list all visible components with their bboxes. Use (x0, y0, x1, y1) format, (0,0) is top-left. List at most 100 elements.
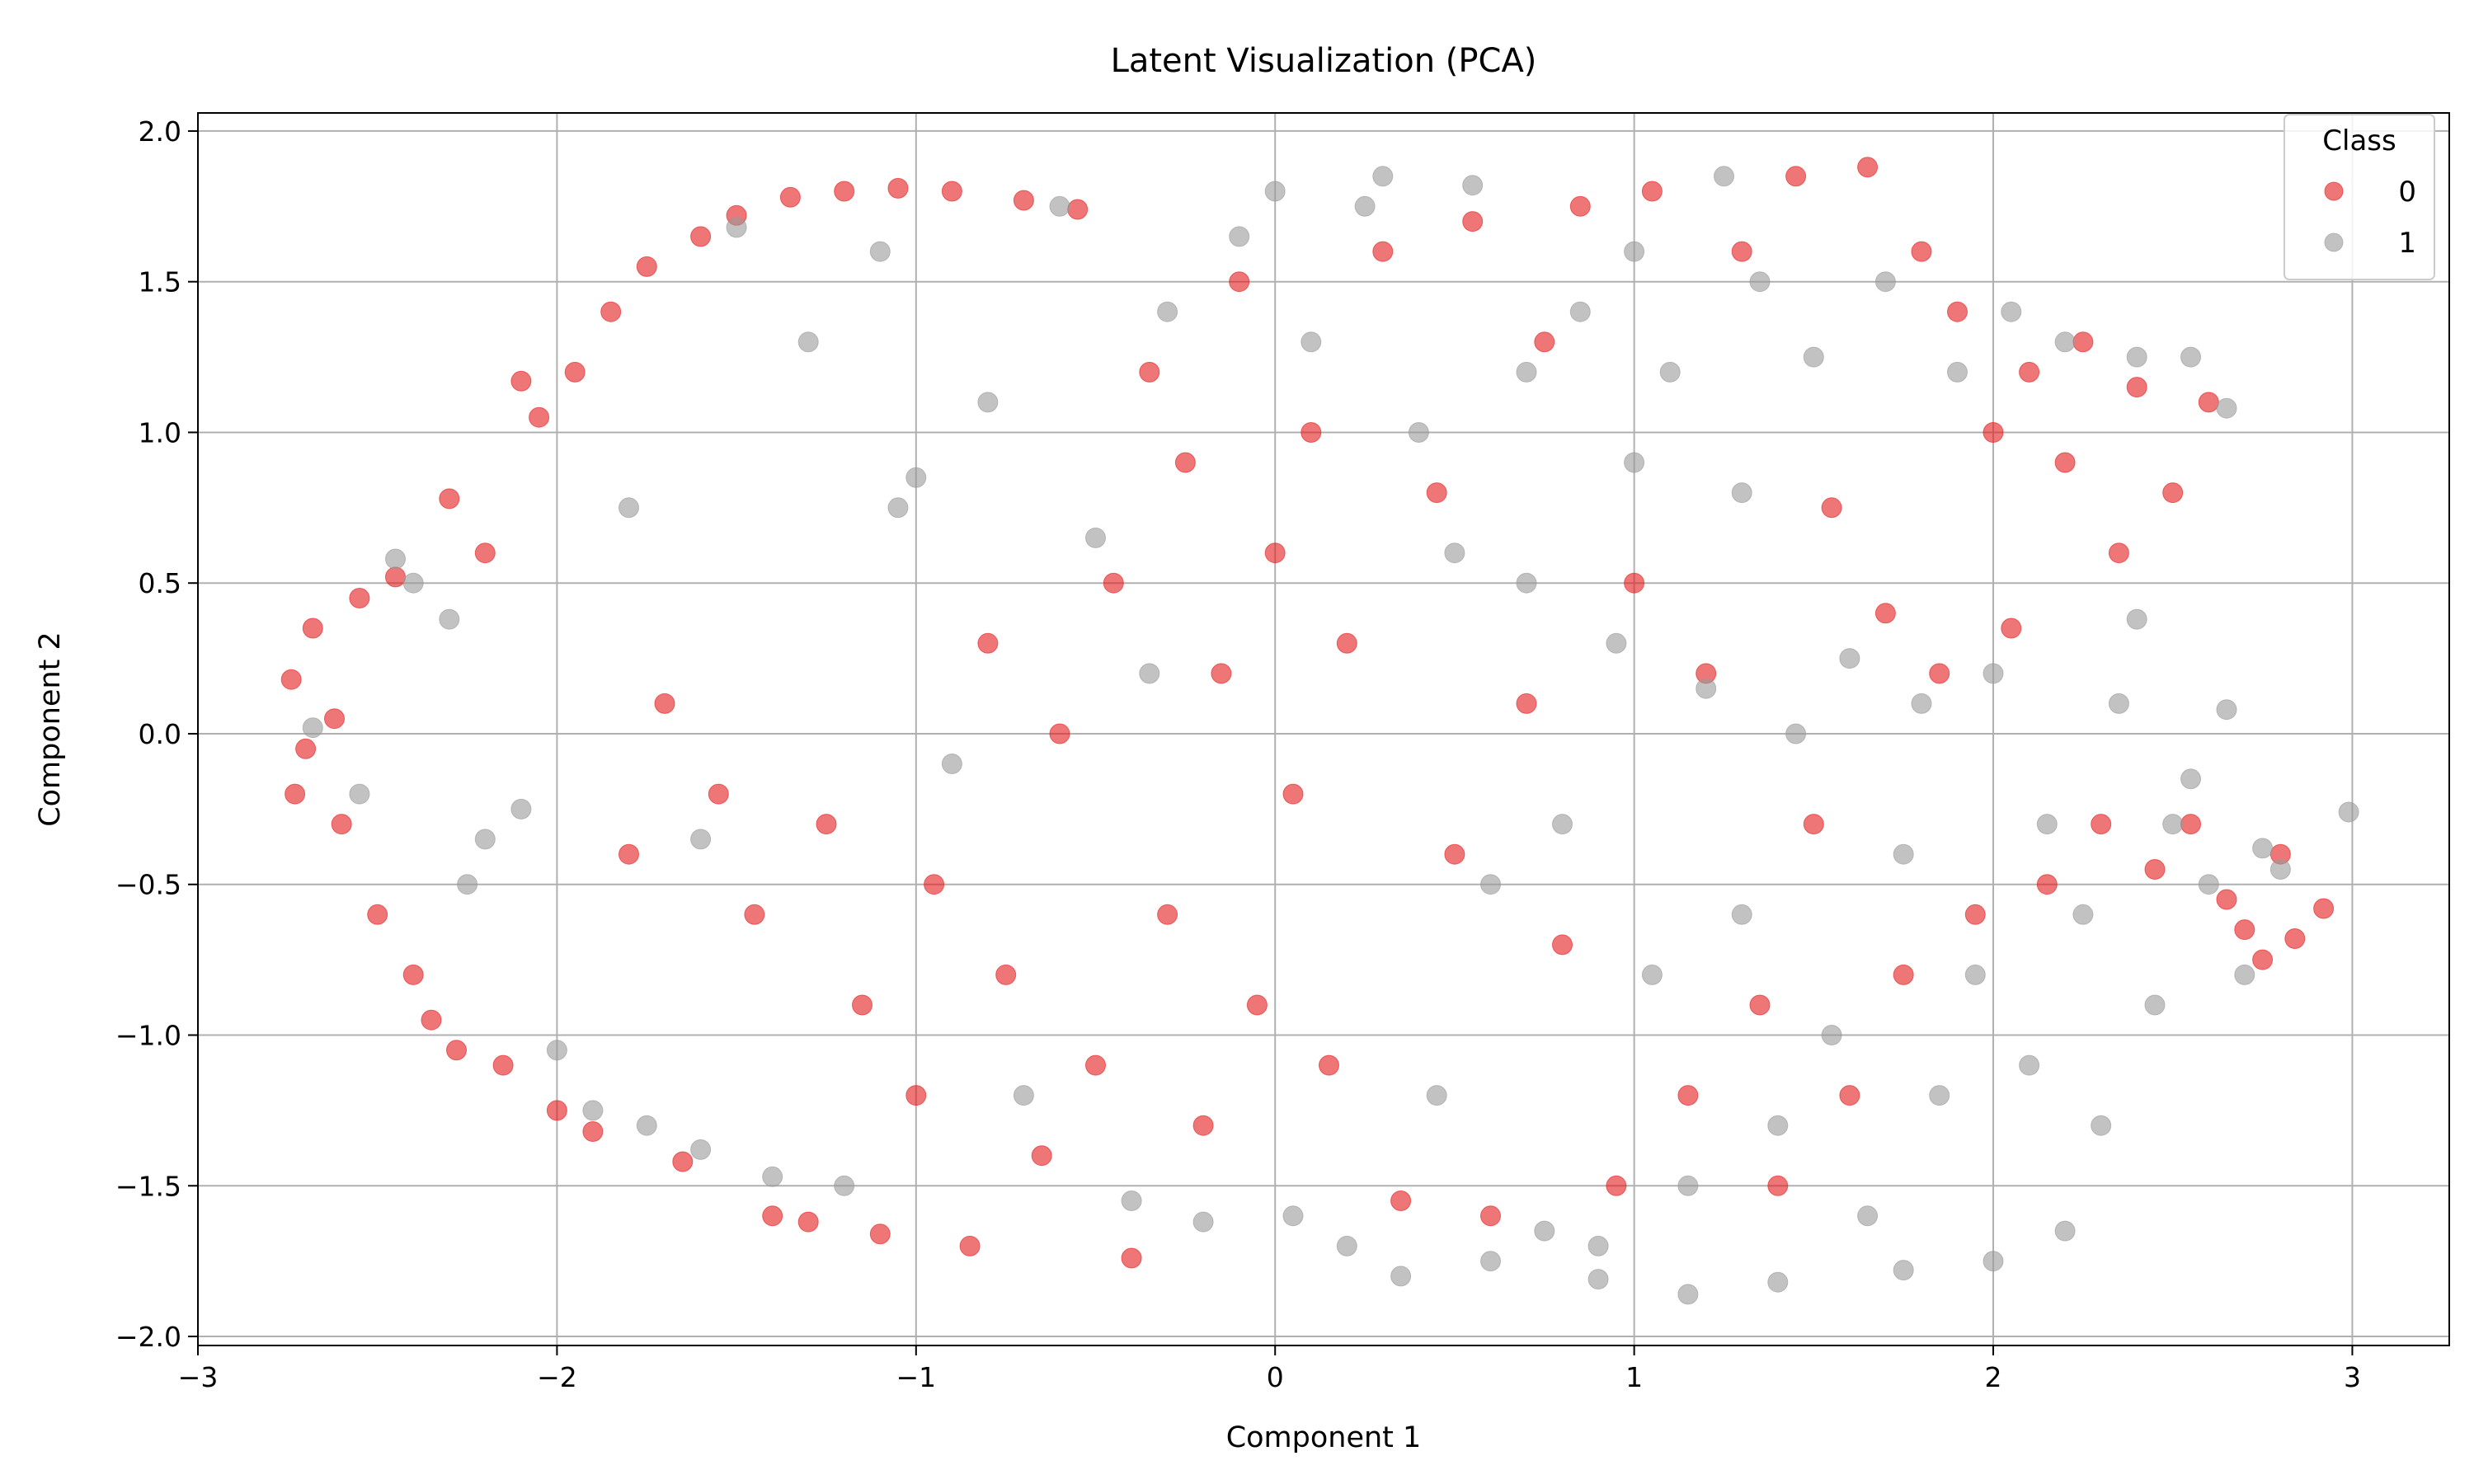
scatter-point-class-0 (1103, 572, 1124, 594)
scatter-point-class-0 (1947, 301, 1968, 322)
scatter-point-class-0 (446, 1040, 467, 1061)
scatter-point-class-1 (2338, 801, 2359, 823)
scatter-point-class-1 (762, 1166, 783, 1187)
y-tick-label: −0.5 (115, 869, 181, 901)
scatter-point-class-1 (1534, 1220, 1555, 1242)
scatter-point-class-1 (1624, 241, 1645, 262)
scatter-point-class-0 (977, 632, 999, 654)
scatter-point-class-1 (1731, 482, 1752, 504)
legend-marker-class-1 (2324, 232, 2344, 252)
scatter-point-class-1 (2269, 859, 2291, 880)
scatter-point-class-0 (1606, 1175, 1627, 1196)
scatter-point-class-1 (1264, 181, 1286, 202)
scatter-point-class-1 (1982, 663, 2004, 684)
scatter-point-class-1 (1947, 361, 1968, 383)
scatter-point-class-1 (2108, 693, 2129, 714)
scatter-point-class-0 (2019, 361, 2040, 383)
scatter-point-class-1 (977, 392, 999, 413)
scatter-point-class-0 (762, 1205, 783, 1227)
scatter-point-class-0 (2162, 482, 2184, 504)
scatter-point-class-1 (905, 467, 927, 488)
scatter-point-class-0 (1767, 1175, 1789, 1196)
scatter-point-class-1 (1372, 166, 1394, 187)
scatter-point-class-1 (1516, 572, 1537, 594)
scatter-point-class-0 (1246, 994, 1268, 1016)
scatter-point-class-0 (1121, 1247, 1142, 1269)
scatter-point-class-1 (2054, 331, 2076, 353)
scatter-point-class-1 (2144, 994, 2166, 1016)
scatter-point-class-0 (1211, 663, 1232, 684)
scatter-point-class-0 (1444, 843, 1465, 865)
scatter-point-class-1 (1785, 723, 1807, 744)
scatter-point-class-0 (2126, 377, 2147, 398)
scatter-point-class-1 (2054, 1220, 2076, 1242)
scatter-point-class-0 (1552, 934, 1573, 956)
scatter-point-class-0 (797, 1211, 819, 1233)
scatter-point-class-0 (529, 406, 550, 428)
scatter-point-class-0 (2234, 919, 2255, 941)
scatter-point-class-1 (1659, 361, 1681, 383)
scatter-point-class-0 (672, 1151, 694, 1172)
grid-lines (197, 113, 2449, 1345)
legend-label-class-0: 0 (2398, 176, 2416, 209)
scatter-point-class-1 (1677, 1175, 1699, 1196)
scatter-point-class-1 (941, 754, 962, 774)
scatter-point-class-0 (324, 708, 345, 730)
scatter-point-class-0 (1319, 1054, 1339, 1076)
scatter-point-class-1 (1893, 1260, 1914, 1281)
scatter-point-class-0 (1749, 994, 1771, 1016)
scatter-point-class-1 (1803, 346, 1824, 368)
y-tick-label: 1.0 (139, 416, 181, 448)
scatter-point-class-0 (941, 181, 962, 202)
scatter-point-class-0 (654, 693, 675, 714)
scatter-point-class-1 (1085, 527, 1106, 548)
scatter-point-class-1 (1569, 301, 1591, 322)
chart-title: Latent Visualization (PCA) (1111, 42, 1537, 80)
scatter-point-class-1 (869, 241, 891, 262)
y-axis-label: Component 2 (34, 632, 67, 827)
scatter-point-class-1 (474, 829, 496, 850)
scatter-point-class-1 (1696, 678, 1717, 699)
scatter-point-class-0 (834, 181, 855, 202)
scatter-point-class-0 (1067, 199, 1089, 220)
scatter-point-class-0 (1534, 331, 1555, 353)
scatter-point-class-1 (302, 717, 323, 739)
scatter-point-class-0 (421, 1009, 442, 1031)
x-tick-label: −2 (537, 1361, 577, 1393)
scatter-point-class-0 (1372, 241, 1394, 262)
scatter-point-class-1 (1929, 1085, 1950, 1106)
scatter-point-class-0 (1785, 166, 1807, 187)
scatter-point-class-0 (1803, 814, 1824, 835)
scatter-point-class-1 (1857, 1205, 1879, 1227)
scatter-point-class-0 (852, 994, 872, 1016)
scatter-point-class-0 (1839, 1085, 1860, 1106)
scatter-point-class-0 (1157, 904, 1178, 925)
scatter-point-class-1 (1516, 361, 1537, 383)
scatter-point-class-1 (1606, 632, 1627, 654)
x-tick-label: 3 (2344, 1361, 2361, 1393)
y-tick-label: 0.0 (139, 718, 181, 750)
scatter-point-class-1 (1480, 874, 1501, 895)
scatter-point-class-0 (1426, 482, 1447, 504)
scatter-point-class-0 (959, 1235, 981, 1256)
scatter-point-class-1 (457, 874, 478, 895)
scatter-point-class-0 (582, 1121, 604, 1142)
scatter-point-class-0 (618, 843, 639, 865)
scatter-point-class-0 (600, 301, 622, 322)
scatter-point-class-0 (2144, 859, 2166, 880)
scatter-point-class-1 (797, 331, 819, 353)
scatter-point-class-1 (2180, 768, 2201, 790)
scatter-point-class-1 (2180, 346, 2201, 368)
scatter-point-class-1 (1714, 166, 1734, 187)
y-tick-label: −1.0 (115, 1020, 181, 1052)
scatter-point-class-1 (1641, 964, 1663, 985)
scatter-point-class-0 (1911, 241, 1932, 262)
y-tick-label: −2.0 (115, 1321, 181, 1353)
scatter-point-class-0 (1982, 422, 2004, 443)
scatter-point-class-0 (439, 488, 460, 510)
scatter-point-class-1 (1893, 843, 1914, 865)
scatter-point-class-1 (1229, 226, 1250, 247)
scatter-point-class-0 (2072, 331, 2094, 353)
scatter-point-class-0 (1336, 632, 1357, 654)
